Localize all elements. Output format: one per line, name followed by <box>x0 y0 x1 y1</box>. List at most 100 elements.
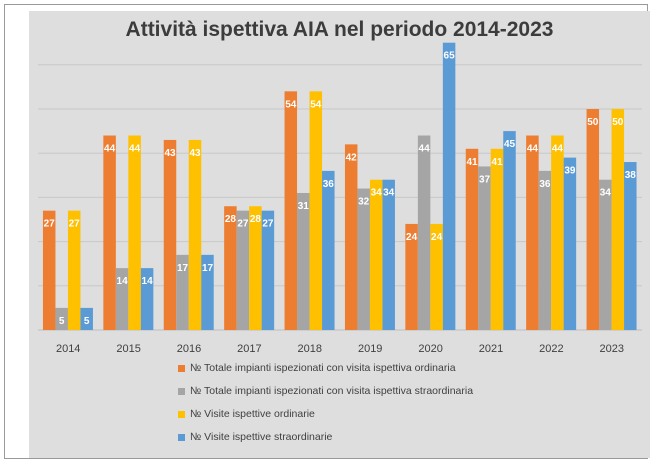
x-tick-label: 2017 <box>237 343 261 355</box>
bar <box>249 206 262 330</box>
bar <box>309 91 323 330</box>
data-label: 5 <box>59 316 65 327</box>
data-label: 44 <box>129 144 141 155</box>
bar <box>478 166 491 330</box>
x-tick-label: 2020 <box>418 343 442 355</box>
legend-label: № Visite ispettive ordinarie <box>190 408 315 420</box>
x-tick-label: 2015 <box>116 343 140 355</box>
bar <box>140 268 154 330</box>
bar <box>224 206 237 330</box>
data-label: 27 <box>262 219 274 230</box>
bar <box>563 157 577 330</box>
data-label: 5 <box>84 316 90 327</box>
bar <box>201 254 214 330</box>
bar <box>42 210 56 330</box>
data-label: 31 <box>298 201 310 212</box>
data-label: 27 <box>237 219 249 230</box>
legend-item: № Totale impianti ispezionati con visita… <box>178 385 473 397</box>
data-label: 14 <box>142 276 154 287</box>
bar <box>599 179 612 330</box>
legend-swatch <box>178 433 185 441</box>
bar <box>344 144 358 330</box>
data-label: 34 <box>600 188 612 199</box>
bar <box>611 109 625 330</box>
bar <box>538 170 552 330</box>
bar <box>430 223 443 330</box>
bar <box>382 179 395 330</box>
x-tick-label: 2014 <box>56 343 80 355</box>
bar <box>490 148 504 330</box>
data-label: 44 <box>527 144 539 155</box>
data-label: 34 <box>371 188 383 199</box>
bar <box>369 179 383 330</box>
data-label: 54 <box>285 99 297 110</box>
bar <box>188 139 202 330</box>
data-label: 27 <box>69 219 81 230</box>
data-label: 44 <box>419 144 431 155</box>
bar <box>284 91 298 330</box>
bar <box>417 135 431 330</box>
bar <box>297 192 310 330</box>
bar <box>503 131 516 330</box>
data-label: 42 <box>346 152 358 163</box>
data-label: 41 <box>466 157 478 168</box>
x-tick-label: 2023 <box>600 343 624 355</box>
data-label: 45 <box>504 139 516 150</box>
bar <box>624 162 637 330</box>
bar <box>236 210 250 330</box>
data-label: 44 <box>104 144 116 155</box>
bar <box>442 42 456 330</box>
legend-item: № Totale impianti ispezionati con visita… <box>178 362 456 374</box>
data-label: 17 <box>177 263 189 274</box>
x-tick-label: 2019 <box>358 343 382 355</box>
bar <box>465 148 479 330</box>
legend-item: № Visite ispettive ordinarie <box>178 408 315 420</box>
bar <box>357 188 370 330</box>
bar <box>551 135 564 330</box>
data-label: 28 <box>250 214 262 225</box>
data-label: 38 <box>625 170 637 181</box>
data-label: 27 <box>44 219 56 230</box>
bar <box>67 210 81 330</box>
bar <box>176 254 189 330</box>
data-label: 54 <box>310 99 322 110</box>
bar <box>103 135 116 330</box>
x-tick-label: 2021 <box>479 343 503 355</box>
data-label: 28 <box>225 214 237 225</box>
bar <box>261 210 275 330</box>
bar <box>322 170 335 330</box>
legend-label: № Totale impianti ispezionati con visita… <box>190 362 456 374</box>
data-label: 50 <box>587 117 599 128</box>
legend-item: № Visite ispettive straordinarie <box>178 431 332 443</box>
data-label: 34 <box>383 188 395 199</box>
data-label: 17 <box>202 263 214 274</box>
bar <box>526 135 539 330</box>
chart-title: Attività ispettiva AIA nel periodo 2014-… <box>125 18 554 41</box>
data-label: 37 <box>479 174 491 185</box>
data-label: 41 <box>491 157 503 168</box>
x-tick-label: 2022 <box>539 343 563 355</box>
bar <box>115 268 129 330</box>
bar <box>128 135 141 330</box>
data-label: 65 <box>444 51 456 62</box>
data-label: 44 <box>552 144 564 155</box>
data-label: 24 <box>431 232 443 243</box>
legend-swatch <box>178 387 185 395</box>
legend-label: № Visite ispettive straordinarie <box>190 431 333 443</box>
data-label: 32 <box>358 197 370 208</box>
bar <box>405 223 418 330</box>
bar <box>80 307 93 330</box>
data-label: 36 <box>323 179 335 190</box>
x-tick-label: 2018 <box>298 343 322 355</box>
bar <box>586 109 600 330</box>
legend-swatch <box>178 364 185 372</box>
data-label: 24 <box>406 232 418 243</box>
data-label: 43 <box>164 148 176 159</box>
data-label: 50 <box>612 117 624 128</box>
data-label: 39 <box>564 166 576 177</box>
data-label: 36 <box>539 179 551 190</box>
data-label: 43 <box>189 148 201 159</box>
legend-label: № Totale impianti ispezionati con visita… <box>190 385 474 397</box>
legend-swatch <box>178 410 185 418</box>
legend: № Totale impianti ispezionati con visita… <box>178 362 508 452</box>
